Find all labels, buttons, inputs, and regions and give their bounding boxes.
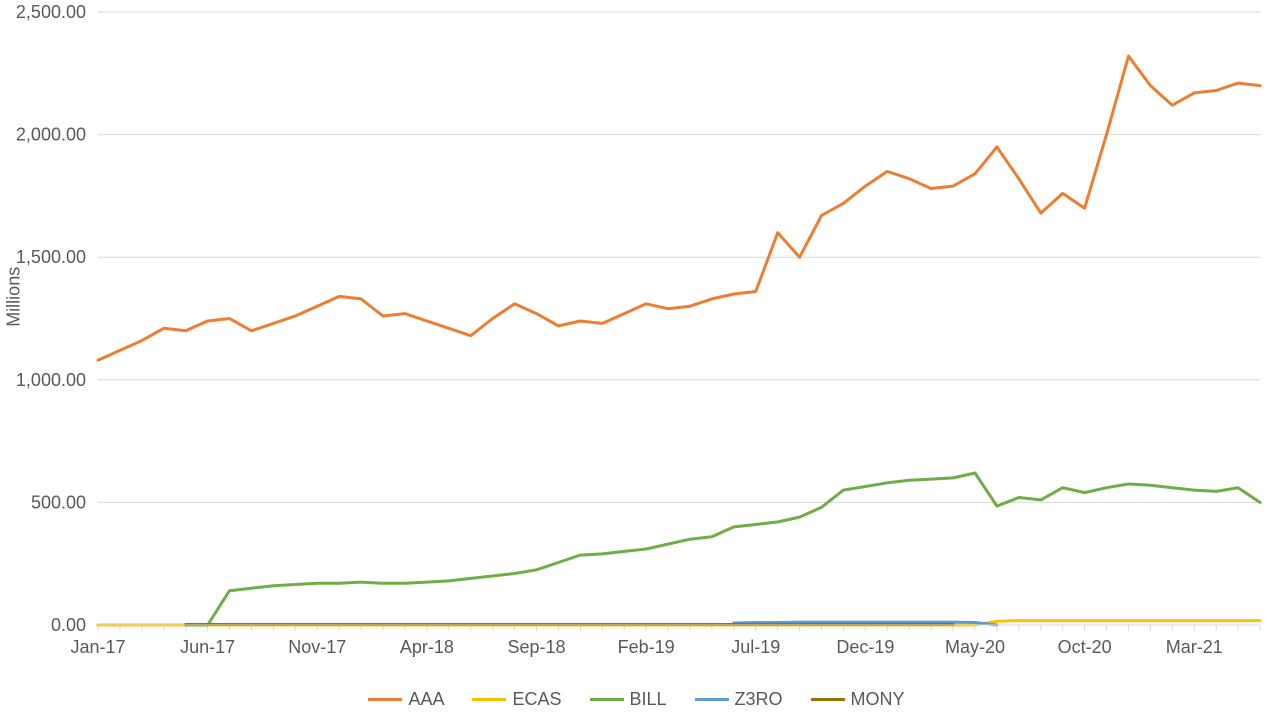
- x-tick-label: Jul-19: [731, 637, 780, 657]
- legend-swatch-icon: [472, 698, 506, 701]
- legend-swatch-icon: [590, 698, 624, 701]
- legend-swatch-icon: [368, 698, 402, 701]
- chart-plot-area: 0.00 500.00 1,000.00 1,500.00 2,000.00 2,500.…: [0, 0, 1273, 680]
- series-bill: [186, 473, 1260, 625]
- y-tick-label: 0.00: [51, 615, 86, 635]
- x-tick-label: Sep-18: [507, 637, 565, 657]
- y-tick-label: 2,500.00: [16, 2, 86, 22]
- legend-label: BILL: [630, 689, 667, 710]
- legend-swatch-icon: [811, 698, 845, 701]
- x-tick-label: Mar-21: [1166, 637, 1223, 657]
- legend-label: AAA: [408, 689, 444, 710]
- y-tick-label: 2,000.00: [16, 125, 86, 145]
- y-axis-title: Millions: [4, 266, 25, 326]
- line-chart: Millions 0.00 500.00 1,000.00 1,500.00 2,000…: [0, 0, 1273, 727]
- legend-label: MONY: [851, 689, 905, 710]
- x-tick-label: Apr-18: [400, 637, 454, 657]
- legend-item-z3ro: Z3RO: [695, 689, 783, 710]
- y-tick-label: 1,000.00: [16, 370, 86, 390]
- chart-legend: AAA ECAS BILL Z3RO MONY: [0, 685, 1273, 710]
- legend-label: ECAS: [512, 689, 561, 710]
- x-tick-label: Nov-17: [288, 637, 346, 657]
- legend-item-ecas: ECAS: [472, 689, 561, 710]
- x-tick-label: Feb-19: [618, 637, 675, 657]
- legend-label: Z3RO: [735, 689, 783, 710]
- series-aaa: [98, 56, 1260, 360]
- x-tick-label: Oct-20: [1058, 637, 1112, 657]
- y-tick-label: 500.00: [31, 492, 86, 512]
- legend-item-mony: MONY: [811, 689, 905, 710]
- y-tick-label: 1,500.00: [16, 247, 86, 267]
- legend-swatch-icon: [695, 698, 729, 701]
- legend-item-aaa: AAA: [368, 689, 444, 710]
- legend-item-bill: BILL: [590, 689, 667, 710]
- x-tick-label: May-20: [945, 637, 1005, 657]
- x-tick-label: Jan-17: [70, 637, 125, 657]
- x-tick-label: Dec-19: [836, 637, 894, 657]
- x-tick-label: Jun-17: [180, 637, 235, 657]
